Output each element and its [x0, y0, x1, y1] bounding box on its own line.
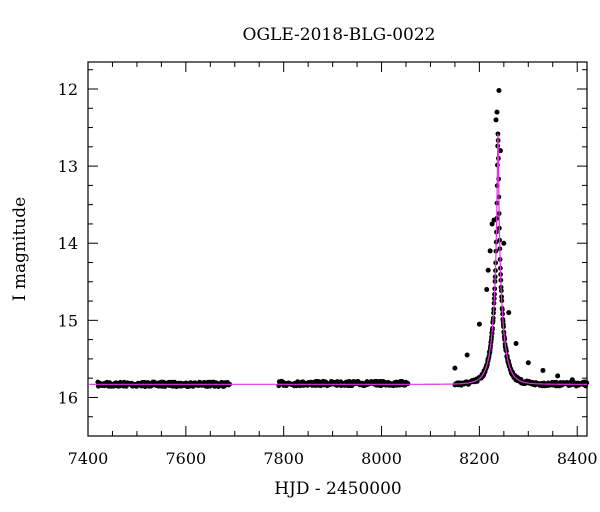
data-point	[487, 248, 493, 254]
data-point	[494, 109, 500, 115]
model-curve	[88, 133, 587, 385]
data-point	[501, 240, 507, 246]
data-point	[476, 321, 482, 327]
data-point	[491, 217, 497, 223]
data-point	[555, 373, 561, 379]
data-point	[493, 117, 499, 123]
data-points	[95, 88, 590, 390]
data-point	[496, 88, 502, 94]
data-point	[484, 286, 490, 292]
y-tick-label: 13	[58, 157, 78, 176]
x-tick-label: 7600	[165, 449, 206, 468]
data-point	[540, 367, 546, 373]
plot-frame	[87, 61, 588, 437]
axis-ticks	[87, 62, 587, 437]
x-axis-label: HJD - 2450000	[274, 479, 402, 499]
y-tick-label: 14	[58, 234, 78, 253]
x-tick-label: 7800	[263, 449, 304, 468]
data-point	[452, 365, 458, 371]
y-axis-label: I magnitude	[10, 197, 30, 301]
y-tick-label: 15	[58, 311, 78, 330]
tick-labels: 7400 7600 7800 8000 8200 8400 12 13 14 15 16	[58, 80, 598, 468]
data-point	[525, 360, 531, 366]
data-point	[497, 148, 503, 154]
data-point	[506, 310, 512, 316]
x-tick-label: 8000	[361, 449, 402, 468]
x-tick-label: 8200	[459, 449, 500, 468]
y-tick-label: 12	[58, 80, 78, 99]
data-point	[582, 379, 588, 385]
data-point	[513, 340, 519, 346]
chart-title: OGLE-2018-BLG-0022	[243, 25, 436, 45]
data-point	[464, 352, 470, 358]
x-tick-label: 7400	[68, 449, 109, 468]
data-point	[569, 377, 575, 383]
data-point	[489, 221, 495, 227]
x-tick-label: 8400	[557, 449, 598, 468]
y-tick-label: 16	[58, 388, 78, 407]
data-point	[485, 267, 491, 273]
